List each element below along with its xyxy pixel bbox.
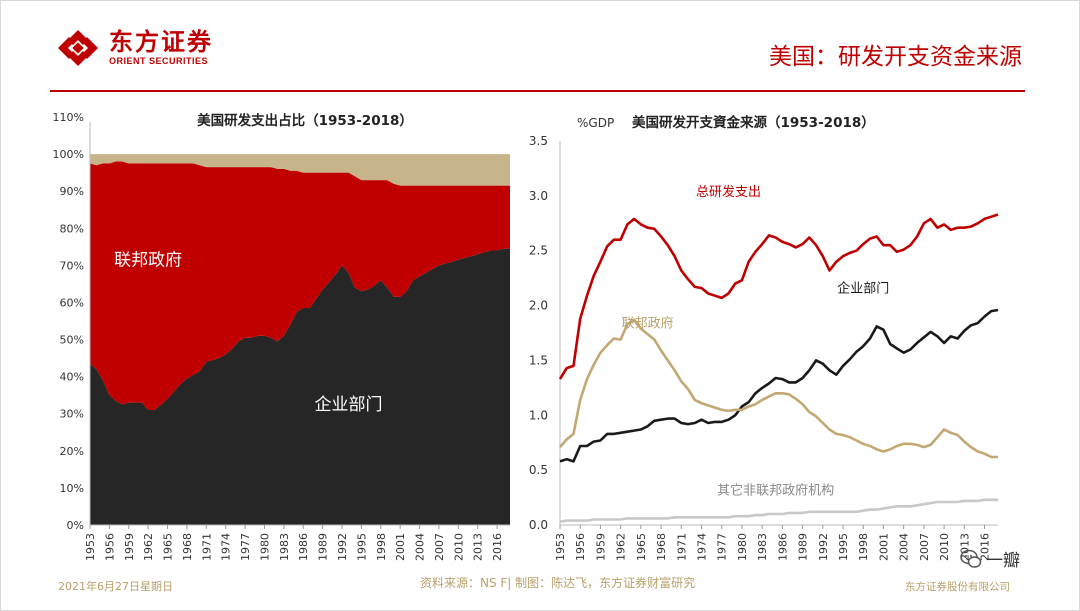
area-series-0 [90,248,510,525]
y-tick-label: 3.0 [529,189,548,203]
line-annotation: 总研发支出 [696,184,761,200]
y-tick-label: 60% [60,296,84,309]
y-tick-label: 1.0 [529,408,548,422]
watermark-text: 一瓣 [986,551,1020,571]
y-tick-label: 80% [60,222,84,235]
footer-company: 东方证券股份有限公司 [905,581,1010,593]
company-logo: 东方证券 ORIENT SECURITIES [55,28,213,68]
chart-title: 美国研发支出占比（1953-2018） [197,112,413,129]
x-tick-label: 2010 [452,533,465,561]
chart-title: 美国研发开支資金来源（1953-2018） [632,114,875,131]
x-tick-label: 2016 [491,533,504,561]
y-tick-label: 2.0 [529,299,548,313]
watermark: 一瓣 [960,546,1020,571]
y-tick-label: 90% [60,185,84,198]
y-tick-label: 0% [67,519,84,532]
x-tick-label: 1980 [258,533,271,561]
y-tick-label: 30% [60,408,84,421]
area-annotation: 联邦政府 [114,250,182,270]
x-tick-label: 1968 [655,533,668,561]
area-annotation: 企业部门 [314,395,382,415]
y-tick-label: 2.5 [529,244,548,258]
x-tick-label: 1974 [220,533,233,561]
x-tick-label: 1956 [103,533,116,561]
footer-source: 资料来源：NS F| 制图：陈达飞，东方证券财富研究 [420,576,696,590]
x-tick-label: 1977 [239,533,252,561]
y-tick-label: 20% [60,445,84,458]
line-series-0 [558,213,999,380]
y-tick-label: 0.0 [529,518,548,532]
area-series-2 [90,154,510,186]
x-tick-label: 1974 [696,533,709,561]
logo-chinese-name: 东方证券 [109,28,213,56]
x-tick-label: 1953 [84,533,97,561]
x-tick-label: 1986 [776,533,789,561]
y-tick-label: 10% [60,482,84,495]
line-series-1 [559,308,999,463]
x-tick-label: 1965 [635,533,648,561]
x-tick-label: 1953 [554,533,567,561]
x-tick-label: 1992 [817,533,830,561]
y-tick-label: 100% [53,148,84,161]
x-tick-label: 2013 [472,533,485,561]
x-tick-label: 1959 [123,533,136,561]
x-tick-label: 2007 [918,533,931,561]
x-tick-label: 1956 [574,533,587,561]
x-tick-label: 2004 [414,533,427,561]
wechat-icon [960,549,982,568]
x-tick-label: 1998 [857,533,870,561]
x-tick-label: 1971 [675,533,688,561]
x-tick-label: 1962 [615,533,628,561]
x-tick-label: 2007 [433,533,446,561]
x-tick-label: 1980 [736,533,749,561]
y-tick-label: 50% [60,334,84,347]
x-tick-label: 1983 [756,533,769,561]
y-tick-label: 40% [60,371,84,384]
area-series-1 [90,161,510,410]
y-tick-label: 1.5 [529,353,548,367]
orient-logo-icon [58,30,98,66]
line-series-3 [559,498,998,523]
x-tick-label: 1989 [317,533,330,561]
y-tick-label: 0.5 [529,463,548,477]
logo-english-name: ORIENT SECURITIES [109,56,209,66]
rd-funding-line-chart: %GDP 美国研发开支資金来源（1953-2018） 0.0 0.5 1.0 1.5 2.0… [529,114,999,561]
x-tick-label: 1962 [142,533,155,561]
x-tick-label: 1971 [200,533,213,561]
footer-date: 2021年6月27日星期日 [58,580,173,593]
y-unit-label: %GDP [577,116,614,130]
x-tick-label: 1989 [797,533,810,561]
y-tick-label: 3.5 [529,134,548,148]
line-annotation: 其它非联邦政府机构 [717,482,834,498]
x-tick-label: 1977 [716,533,729,561]
y-tick-label: 110% [53,111,84,124]
line-series-2 [559,318,998,459]
x-tick-label: 1992 [336,533,349,561]
x-tick-label: 1968 [181,533,194,561]
x-tick-label: 2004 [898,533,911,561]
x-tick-label: 2010 [938,533,951,561]
header-divider [50,90,1025,92]
x-tick-label: 1959 [594,533,607,561]
x-tick-label: 2001 [394,533,407,561]
x-tick-label: 2016 [979,533,992,561]
x-tick-label: 1965 [162,533,175,561]
x-tick-label: 1995 [837,533,850,561]
x-tick-label: 1983 [278,533,291,561]
x-tick-label: 1986 [297,533,310,561]
x-tick-label: 1998 [375,533,388,561]
page-title: 美国：研发开支资金来源 [769,44,1022,70]
line-annotation: 联邦政府 [622,317,674,332]
line-annotation: 企业部门 [837,280,889,296]
y-tick-label: 70% [60,259,84,272]
rd-share-stacked-area-chart: 美国研发支出占比（1953-2018） 0% 10% 20% 30% 40% 50% 60% 7… [53,111,510,561]
x-tick-label: 2001 [877,533,890,561]
x-tick-label: 1995 [355,533,368,561]
